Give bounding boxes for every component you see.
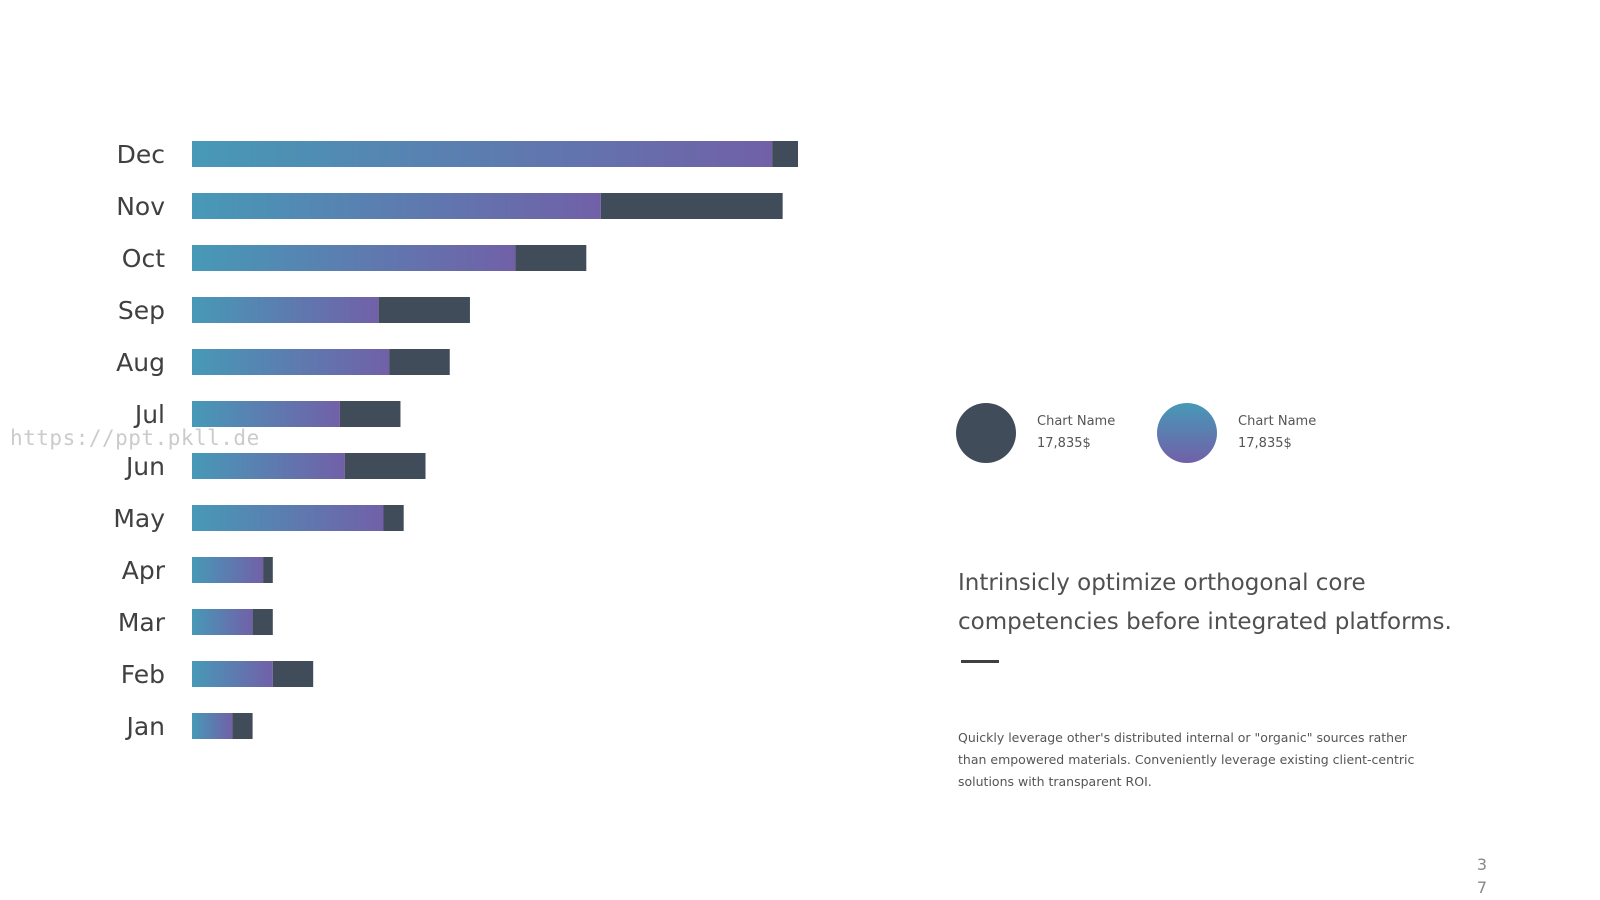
- legend-dot-gradient: [1157, 403, 1217, 463]
- category-label-jul: Jul: [133, 400, 165, 429]
- bar-segment-dark-jul: [339, 401, 401, 427]
- bar-segment-gradient-jul: [192, 401, 340, 427]
- bar-segment-gradient-dec: [192, 141, 773, 167]
- legend-value: 17,835$: [1037, 436, 1091, 451]
- headline: Intrinsicly optimize orthogonal core com…: [958, 570, 1452, 635]
- category-label-jun: Jun: [124, 452, 165, 481]
- bar-segment-gradient-oct: [192, 245, 516, 271]
- bar-segment-dark-jan: [232, 713, 253, 739]
- headline-divider: [961, 660, 999, 663]
- bar-segment-dark-mar: [252, 609, 273, 635]
- bar-segment-dark-sep: [378, 297, 470, 323]
- category-label-nov: Nov: [116, 192, 165, 221]
- category-label-jan: Jan: [124, 712, 165, 741]
- body-text: Quickly leverage other's distributed int…: [958, 730, 1415, 789]
- bar-segment-dark-nov: [600, 193, 783, 219]
- bar-segment-gradient-feb: [192, 661, 273, 687]
- category-label-mar: Mar: [118, 608, 166, 637]
- legend-item-dark: Chart Name 17,835$: [956, 403, 1115, 463]
- bar-segment-dark-dec: [772, 141, 798, 167]
- bar-segment-gradient-sep: [192, 297, 379, 323]
- category-label-dec: Dec: [117, 140, 165, 169]
- legend-text: Chart Name 17,835$: [1238, 411, 1316, 455]
- category-label-aug: Aug: [116, 348, 165, 377]
- bar-segment-gradient-nov: [192, 193, 601, 219]
- month-labels: Jan Feb Mar Apr May Jun Jul Aug Sep Oct Nov Dec: [113, 140, 165, 741]
- bars-layer: [192, 141, 798, 739]
- page-number-line2: 7: [1476, 878, 1488, 897]
- watermark: https://ppt.pkll.de: [10, 426, 260, 450]
- page-number-line1: 3: [1476, 855, 1488, 874]
- bar-chart: Jan Feb Mar Apr May Jun Jul Aug Sep Oct Nov Dec: [113, 140, 798, 741]
- bar-segment-gradient-jun: [192, 453, 345, 479]
- legend-name: Chart Name: [1037, 414, 1116, 429]
- bar-segment-gradient-apr: [192, 557, 264, 583]
- category-label-sep: Sep: [118, 296, 165, 325]
- category-label-may: May: [113, 504, 165, 533]
- legend-value: 17,835$: [1238, 436, 1292, 451]
- bar-segment-dark-aug: [389, 349, 450, 375]
- bar-segment-gradient-mar: [192, 609, 253, 635]
- legend-name: Chart Name: [1238, 414, 1317, 429]
- legend-item-gradient: Chart Name 17,835$: [1157, 403, 1316, 463]
- legend-dot-dark: [956, 403, 1016, 463]
- bar-segment-gradient-may: [192, 505, 384, 531]
- category-label-oct: Oct: [122, 244, 165, 273]
- bar-segment-gradient-jan: [192, 713, 233, 739]
- category-label-apr: Apr: [122, 556, 166, 585]
- bar-segment-dark-may: [383, 505, 404, 531]
- bar-segment-dark-apr: [263, 557, 273, 583]
- legend-text: Chart Name 17,835$: [1037, 411, 1115, 455]
- bar-segment-dark-feb: [272, 661, 314, 687]
- bar-segment-dark-jun: [344, 453, 426, 479]
- bar-segment-dark-oct: [515, 245, 587, 271]
- category-label-feb: Feb: [121, 660, 165, 689]
- bar-segment-gradient-aug: [192, 349, 390, 375]
- page-number: 3 7: [1474, 853, 1490, 899]
